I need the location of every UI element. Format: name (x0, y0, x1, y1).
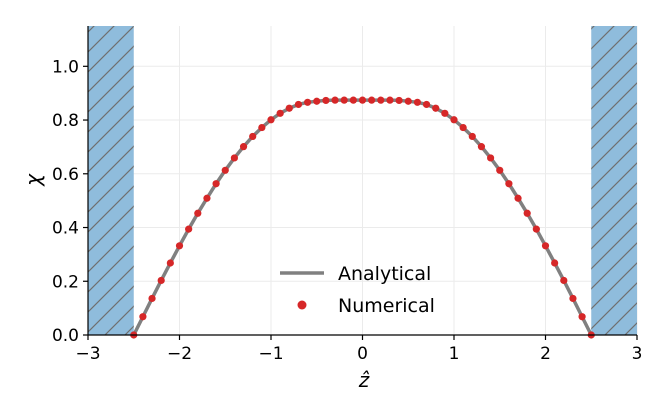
numerical-point (304, 98, 312, 106)
numerical-point (422, 100, 431, 109)
numerical-point (267, 116, 275, 124)
numerical-point (477, 143, 486, 151)
x-tick-label: 1 (449, 344, 460, 364)
numerical-point (212, 180, 220, 188)
numerical-point (523, 209, 531, 217)
series-layer (130, 96, 595, 339)
numerical-point (331, 96, 339, 104)
numerical-point (468, 132, 476, 141)
numerical-point (249, 132, 257, 141)
numerical-point (157, 276, 165, 285)
numerical-point (532, 225, 540, 233)
numerical-point (441, 109, 449, 117)
numerical-point (487, 154, 495, 162)
legend-analytical-label: Analytical (338, 263, 431, 285)
x-tick-label: −3 (75, 344, 100, 364)
tick-labels: −3 −2 −1 0 1 2 3 0.0 0.2 0.4 0.6 0.8 1.0 (52, 57, 642, 364)
numerical-point (395, 96, 403, 105)
x-axis-label: ẑ (358, 368, 370, 392)
numerical-point (166, 259, 174, 267)
y-tick-label: 1.0 (52, 57, 79, 77)
numerical-point (139, 313, 147, 321)
shaded-region-hatch (88, 26, 134, 335)
x-tick-label: −1 (258, 344, 283, 364)
numerical-point (349, 96, 357, 104)
y-tick-label: 0.6 (52, 165, 79, 185)
numerical-point (551, 259, 559, 267)
numerical-point (404, 97, 412, 105)
numerical-point (413, 98, 421, 106)
numerical-point (194, 209, 202, 217)
legend: Analytical Numerical (280, 263, 435, 317)
x-tick-label: 0 (357, 344, 368, 364)
y-axis-label: χ (21, 173, 45, 187)
numerical-point (358, 96, 367, 104)
numerical-point (322, 96, 330, 105)
numerical-point (313, 97, 321, 105)
grid-layer (87, 26, 638, 336)
numerical-point (432, 104, 440, 112)
numerical-point (294, 100, 303, 109)
x-tick-label: −2 (167, 344, 192, 364)
numerical-point (450, 116, 458, 124)
numerical-point (285, 104, 293, 112)
numerical-point (185, 225, 193, 233)
shaded-region-hatch (591, 26, 637, 335)
x-tick-label: 3 (632, 344, 643, 364)
y-tick-label: 0.8 (52, 111, 79, 131)
numerical-point (514, 194, 522, 202)
numerical-point (541, 242, 550, 250)
numerical-point (203, 194, 211, 202)
legend-numerical-label: Numerical (338, 295, 435, 317)
y-tick-label: 0.2 (52, 272, 79, 292)
y-tick-label: 0.0 (52, 326, 79, 346)
legend-numerical-swatch (297, 300, 307, 310)
numerical-point (386, 96, 394, 104)
axes-layer (83, 26, 638, 340)
numerical-point (221, 166, 229, 174)
numerical-point (578, 313, 586, 321)
y-tick-label: 0.4 (52, 219, 79, 239)
numerical-point (276, 109, 284, 117)
numerical-point (377, 96, 385, 104)
numerical-point (368, 96, 376, 104)
numerical-point (459, 123, 467, 132)
x-tick-label: 2 (540, 344, 551, 364)
numerical-point (258, 123, 266, 132)
numerical-point (569, 294, 577, 303)
numerical-point (505, 180, 513, 188)
shaded-regions (88, 26, 637, 335)
numerical-point (239, 143, 248, 151)
numerical-point (175, 242, 184, 250)
numerical-point (560, 276, 568, 285)
numerical-point (230, 154, 238, 162)
numerical-point (148, 294, 156, 303)
numerical-point (496, 166, 504, 174)
numerical-point (340, 96, 348, 104)
